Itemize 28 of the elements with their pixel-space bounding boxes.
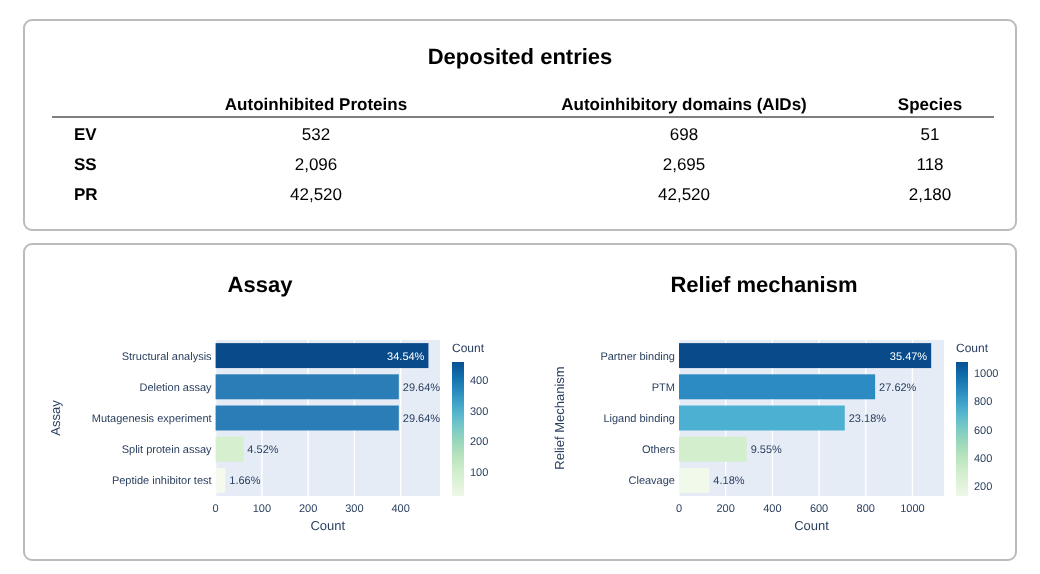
text: 42,520 — [658, 184, 710, 204]
chart-title: Assay — [227, 274, 295, 298]
bar — [215, 405, 399, 431]
category-label: Species — [897, 94, 963, 114]
bar — [215, 436, 244, 462]
category-label: SS — [74, 154, 97, 174]
chart-title: Relief mechanism — [670, 274, 858, 298]
category-label: Autoinhibited Proteins — [224, 94, 408, 114]
bar — [679, 405, 845, 431]
category-label: PR — [74, 184, 98, 204]
bar — [679, 436, 747, 462]
text: 698 — [669, 124, 699, 144]
bar — [215, 374, 399, 400]
text: 2,695 — [662, 154, 706, 174]
text: 2,096 — [294, 154, 338, 174]
text: 2,180 — [908, 184, 952, 204]
bar — [679, 467, 710, 493]
text: 118 — [916, 154, 944, 174]
text: 42,520 — [290, 184, 342, 204]
bar — [679, 343, 932, 369]
bar — [215, 467, 226, 493]
text: Deposited entries — [427, 46, 613, 70]
text: 51 — [920, 124, 940, 144]
text: 532 — [301, 124, 331, 144]
bar — [679, 374, 876, 400]
category-label: EV — [74, 124, 97, 144]
bar — [215, 343, 429, 369]
category-label: Autoinhibitory domains (AIDs) — [561, 94, 808, 114]
